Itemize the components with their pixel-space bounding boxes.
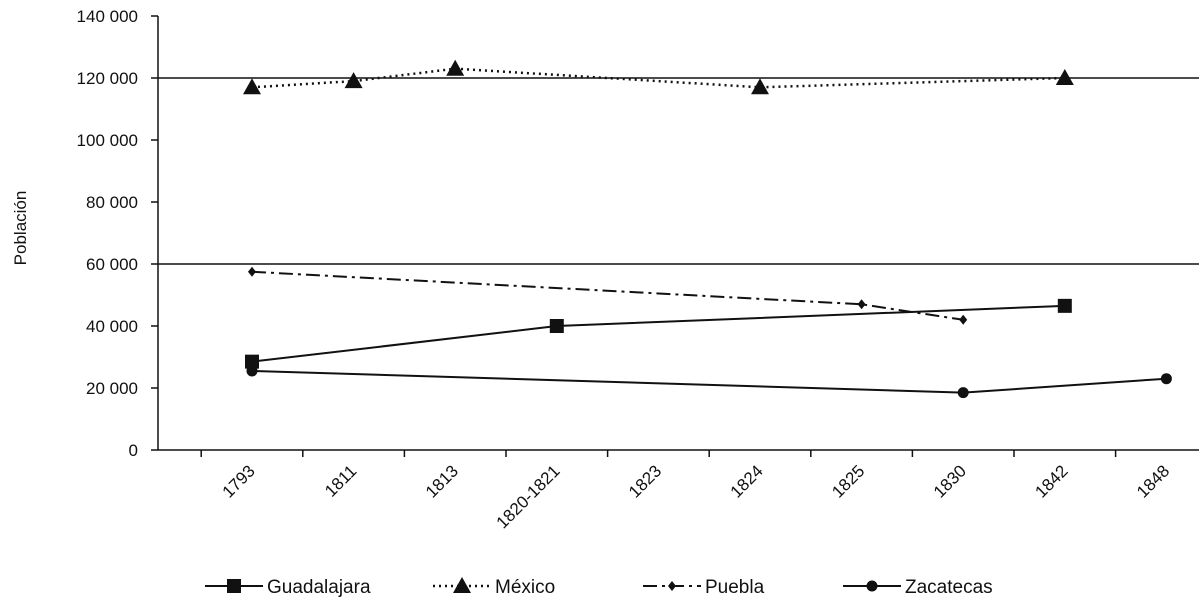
y-tick-label: 140 000: [77, 7, 138, 26]
legend-swatch-marker: [227, 579, 241, 593]
legend-swatch-marker: [668, 581, 676, 591]
data-point: [246, 365, 258, 377]
y-tick-label: 120 000: [77, 69, 138, 88]
series-puebla: [248, 266, 968, 325]
legend-label: México: [495, 577, 555, 598]
y-axis-ticks: 0 20 000 40 000 60 000 80 000 100 000 120 000 1…: [77, 7, 158, 460]
data-point: [1057, 298, 1072, 313]
y-tick-label: 100 000: [77, 131, 138, 150]
legend: Guadalajara México Puebla Zacatecas: [205, 577, 993, 598]
data-point: [751, 78, 769, 95]
legend-item: Guadalajara: [205, 577, 371, 598]
data-point: [959, 314, 968, 325]
legend-label: Guadalajara: [267, 577, 371, 598]
legend-label: Zacatecas: [905, 577, 993, 598]
series-line: [251, 369, 1167, 394]
x-tick-label: 1813: [422, 461, 462, 501]
series-guadalajara: [245, 298, 1072, 369]
data-point: [248, 266, 256, 277]
x-tick-label: 1811: [321, 461, 360, 500]
x-tick-label: 1823: [625, 461, 665, 501]
x-tick-label: 1793: [219, 461, 259, 501]
series-méxico: [243, 59, 1074, 95]
data-point: [957, 387, 969, 399]
legend-swatch-marker: [866, 580, 878, 592]
data-point: [549, 319, 564, 333]
legend-item: Zacatecas: [843, 577, 993, 598]
data-point: [446, 59, 465, 76]
x-tick-label: 1820-1821: [493, 461, 564, 532]
y-axis-title: Población: [11, 191, 30, 266]
data-point: [1160, 373, 1172, 385]
y-tick-label: 20 000: [86, 379, 138, 398]
x-tick-label: 1848: [1133, 461, 1173, 501]
legend-swatch-marker: [453, 577, 471, 593]
series-line: [251, 270, 964, 321]
axes: [157, 16, 1199, 451]
x-axis-ticks: 1793 1811 1813 1820-1821 1823 1824 1825 1830 184…: [200, 450, 1173, 532]
y-tick-label: 0: [129, 441, 138, 460]
x-tick-label: 1842: [1031, 461, 1071, 501]
x-tick-label: 1830: [930, 461, 970, 501]
x-tick-label: 1825: [828, 461, 868, 501]
legend-item: Puebla: [643, 577, 765, 598]
series-line: [251, 304, 1065, 363]
legend-label: Puebla: [705, 577, 765, 598]
data-point: [344, 72, 363, 89]
x-tick-label: 1824: [727, 461, 767, 501]
y-tick-label: 80 000: [86, 193, 138, 212]
data-point: [245, 354, 259, 369]
data-point: [1055, 69, 1074, 85]
legend-item: México: [433, 577, 555, 598]
series-zacatecas: [246, 365, 1172, 399]
data-point: [243, 78, 261, 95]
reference-lines: [158, 77, 1199, 265]
data-point: [857, 299, 866, 310]
series-layer: [243, 59, 1172, 399]
y-tick-label: 60 000: [86, 255, 138, 274]
y-tick-label: 40 000: [86, 317, 138, 336]
